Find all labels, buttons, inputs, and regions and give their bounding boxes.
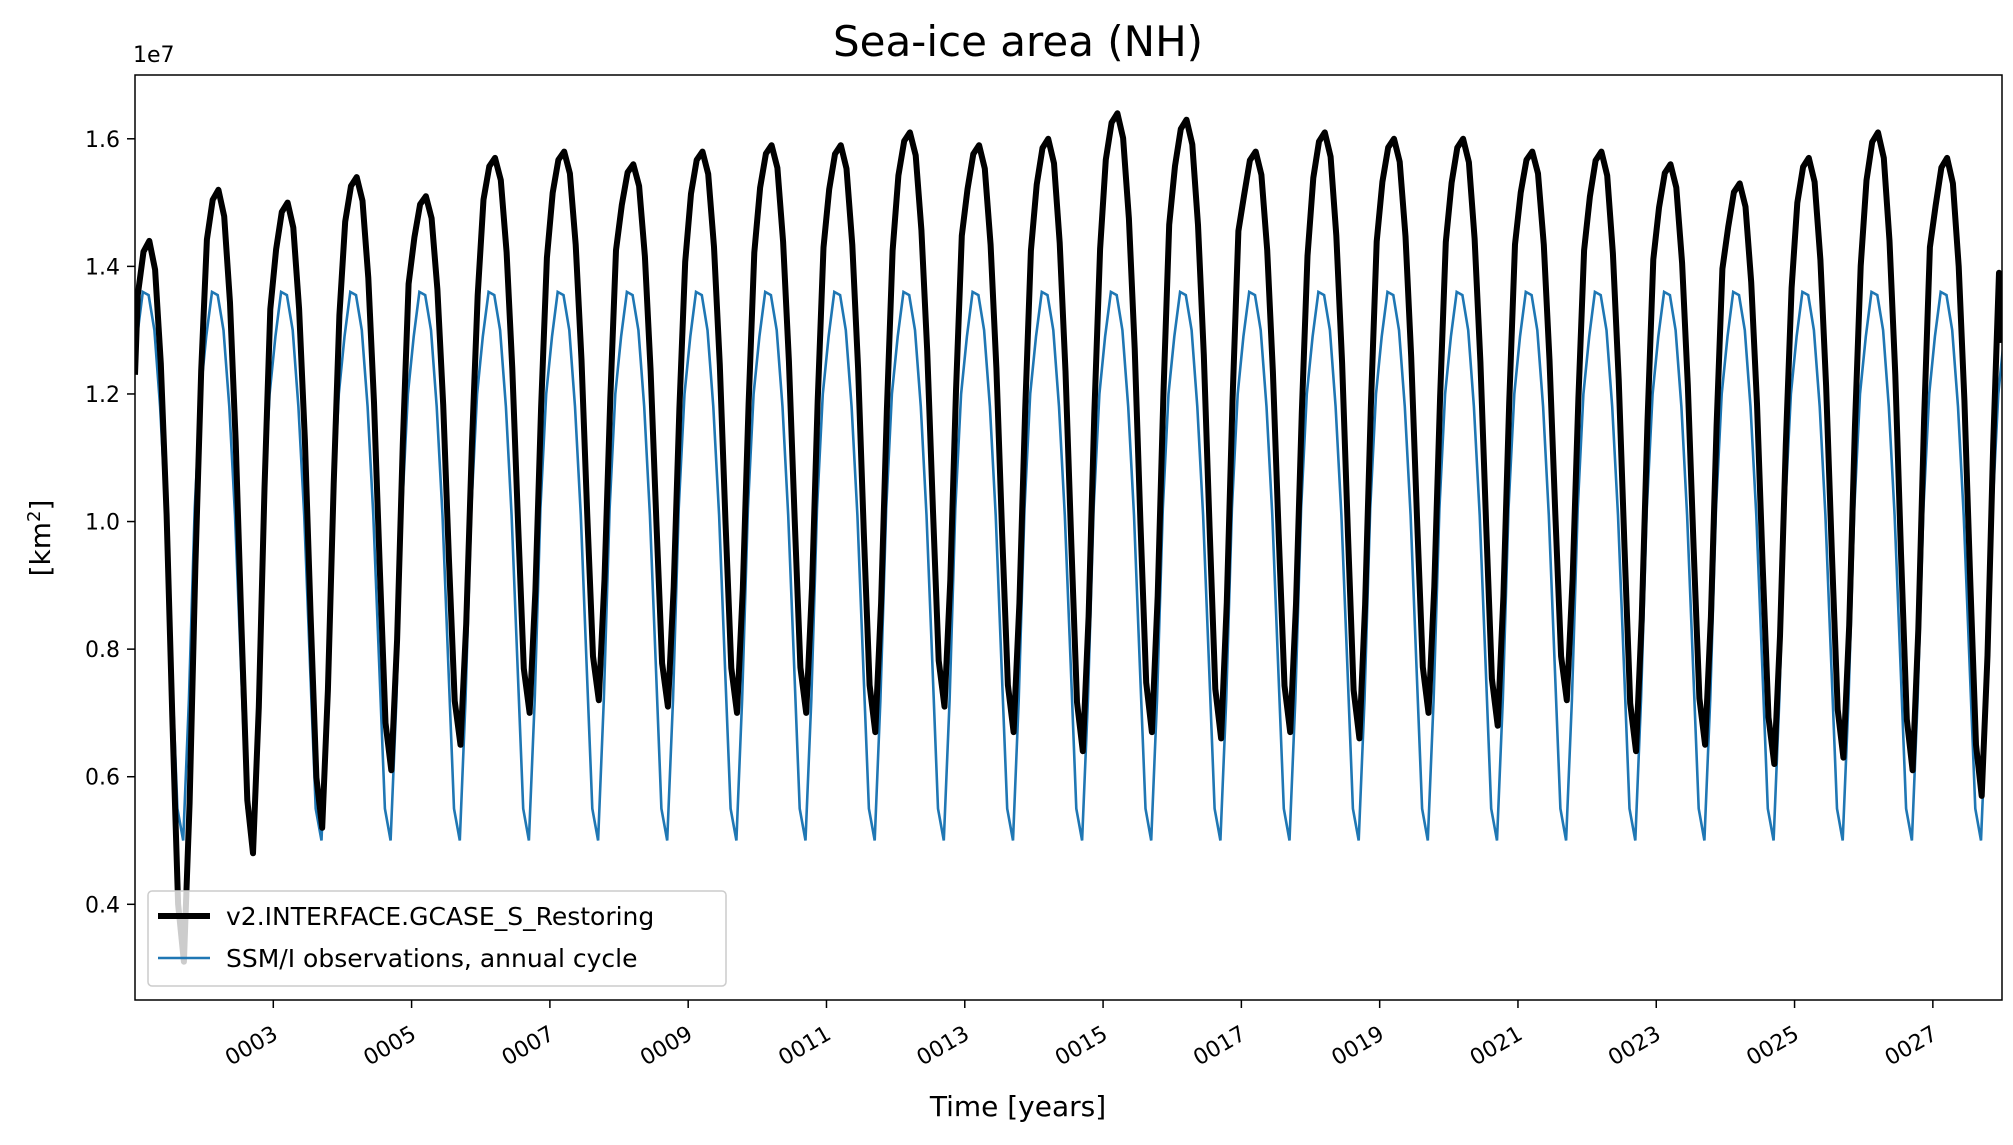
y-tick-label: 0.4	[85, 893, 120, 918]
y-axis-label: [km2]	[24, 500, 57, 577]
y-axis-label-suffix: ]	[24, 500, 57, 511]
y-tick-label: 0.6	[85, 766, 120, 791]
x-tick-label: 0003	[221, 1022, 282, 1072]
legend-box	[147, 890, 727, 987]
y-axis-label-main: [km	[24, 522, 57, 576]
x-tick-label: 0025	[1743, 1022, 1804, 1072]
x-tick-label: 0007	[498, 1022, 559, 1072]
axes-frame	[134, 74, 2003, 1001]
x-tick-label: 0011	[774, 1022, 835, 1072]
x-tick-label: 0015	[1051, 1022, 1112, 1072]
x-axis-label: Time [years]	[929, 1090, 1106, 1123]
y-offset-text: 1e7	[133, 43, 175, 68]
x-tick-label: 0009	[636, 1022, 697, 1072]
y-tick-label: 1.4	[85, 255, 120, 280]
x-tick-label: 0027	[1881, 1022, 1942, 1072]
y-axis: 0.4 0.6 0.8 1.0 1.2 1.4 1.6	[85, 128, 135, 918]
y-tick-label: 0.8	[85, 638, 120, 663]
y-axis-label-superscript: 2	[24, 511, 45, 522]
legend-model-label: v2.INTERFACE.GCASE_S_Restoring	[226, 902, 654, 931]
x-tick-label: 0023	[1604, 1022, 1665, 1072]
x-tick-label: 0013	[913, 1022, 974, 1072]
chart-title: Sea-ice area (NH)	[833, 17, 1203, 66]
y-tick-label: 1.0	[85, 511, 120, 536]
x-tick-label: 0021	[1466, 1022, 1527, 1072]
x-tick-label: 0019	[1328, 1022, 1389, 1072]
x-tick-label: 0017	[1189, 1022, 1250, 1072]
legend-obs-label: SSM/I observations, annual cycle	[226, 944, 638, 973]
obs-series-line	[135, 289, 2002, 841]
plot-area	[134, 74, 2003, 1001]
y-tick-label: 1.2	[85, 383, 120, 408]
x-axis: 0003 0005 0007 0009 0011 0013 0015 0017 0019 0021…	[221, 1000, 1942, 1071]
model-series-line	[135, 110, 2002, 965]
x-tick-label: 0005	[360, 1022, 421, 1072]
y-tick-label: 1.6	[85, 128, 120, 153]
legend: v2.INTERFACE.GCASE_S_Restoring SSM/I obse…	[147, 890, 727, 987]
